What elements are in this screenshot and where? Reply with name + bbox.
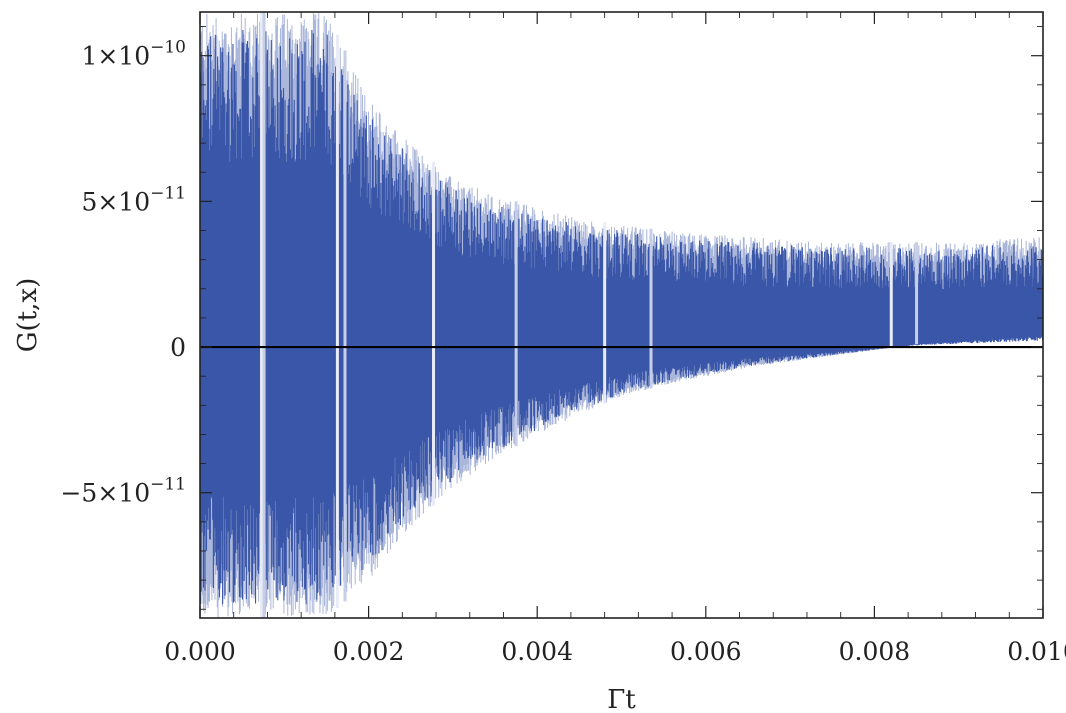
y-axis-label: G(t,x) <box>13 278 43 352</box>
ticks-layer <box>199 12 1044 618</box>
x-tick-label: 0.008 <box>839 637 911 666</box>
series-signal <box>200 29 1043 605</box>
x-tick-label: 0.000 <box>164 637 236 666</box>
y-tick-label: 5×10−11 <box>81 183 186 216</box>
y-tick-label: −5×10−11 <box>60 475 186 508</box>
x-tick-label: 0.006 <box>670 637 742 666</box>
x-tick-label: 0.002 <box>333 637 405 666</box>
plot-frame <box>199 11 1044 619</box>
labels-layer: 0.000 0.002 0.004 0.006 0.008 0.010 1×10−10 5×1… <box>60 38 1066 666</box>
y-tick-label: 1×10−10 <box>81 38 186 71</box>
x-tick-label: 0.010 <box>1007 637 1066 666</box>
x-tick-label: 0.004 <box>501 637 573 666</box>
plot-layer <box>199 11 1044 619</box>
x-axis-label: Γt <box>607 685 636 713</box>
y-tick-label: 0 <box>170 333 186 362</box>
